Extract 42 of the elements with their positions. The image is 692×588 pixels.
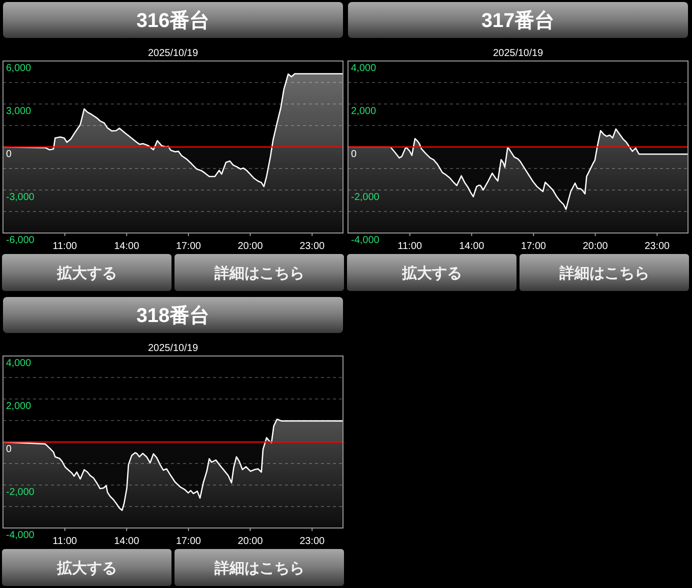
y-tick-label: 0 (351, 149, 357, 160)
text: 拡大する (56, 265, 117, 282)
y-tick-label: -6,000 (6, 235, 35, 246)
y-tick-label: 0 (6, 444, 12, 455)
text: 詳細はこちら (213, 560, 304, 577)
x-tick-label: 20:00 (238, 536, 264, 547)
x-tick-label: 11:00 (52, 536, 78, 547)
x-tick-label: 20:00 (582, 241, 608, 252)
y-tick-label: -2,000 (351, 192, 380, 203)
text: 拡大する (56, 560, 117, 577)
y-tick-label: -4,000 (6, 530, 35, 541)
x-tick-label: 23:00 (300, 241, 326, 252)
x-tick-label: 11:00 (398, 241, 422, 252)
y-tick-label: 3,000 (6, 106, 32, 117)
y-tick-label: -2,000 (6, 487, 35, 498)
x-tick-label: 14:00 (459, 241, 485, 252)
text: 詳細はこちら (558, 265, 650, 282)
chart-title: 318番台 (136, 304, 210, 327)
text: 詳細はこちら (213, 265, 304, 282)
chart-subtitle: 2025/10/19 (148, 343, 198, 354)
x-tick-label: 11:00 (52, 241, 78, 252)
x-tick-label: 17:00 (176, 536, 202, 547)
y-tick-label: -3,000 (6, 192, 35, 203)
y-tick-label: 2,000 (6, 401, 32, 412)
y-tick-label: -4,000 (351, 235, 380, 246)
x-tick-label: 14:00 (114, 536, 140, 547)
y-tick-label: 0 (6, 149, 12, 160)
x-tick-label: 17:00 (176, 241, 202, 252)
y-tick-label: 6,000 (6, 63, 32, 74)
text: 拡大する (400, 265, 462, 282)
x-tick-label: 14:00 (114, 241, 140, 252)
y-tick-label: 4,000 (6, 358, 32, 369)
chart-title: 316番台 (136, 9, 210, 32)
chart-subtitle: 2025/10/19 (148, 48, 198, 59)
x-tick-label: 20:00 (238, 241, 264, 252)
y-tick-label: 4,000 (351, 63, 376, 74)
chart-subtitle: 2025/10/19 (492, 48, 544, 59)
x-tick-label: 23:00 (300, 536, 326, 547)
x-tick-label: 17:00 (520, 241, 546, 252)
x-tick-label: 23:00 (644, 241, 670, 252)
chart-title: 317番台 (481, 9, 555, 32)
y-tick-label: 2,000 (351, 106, 376, 117)
